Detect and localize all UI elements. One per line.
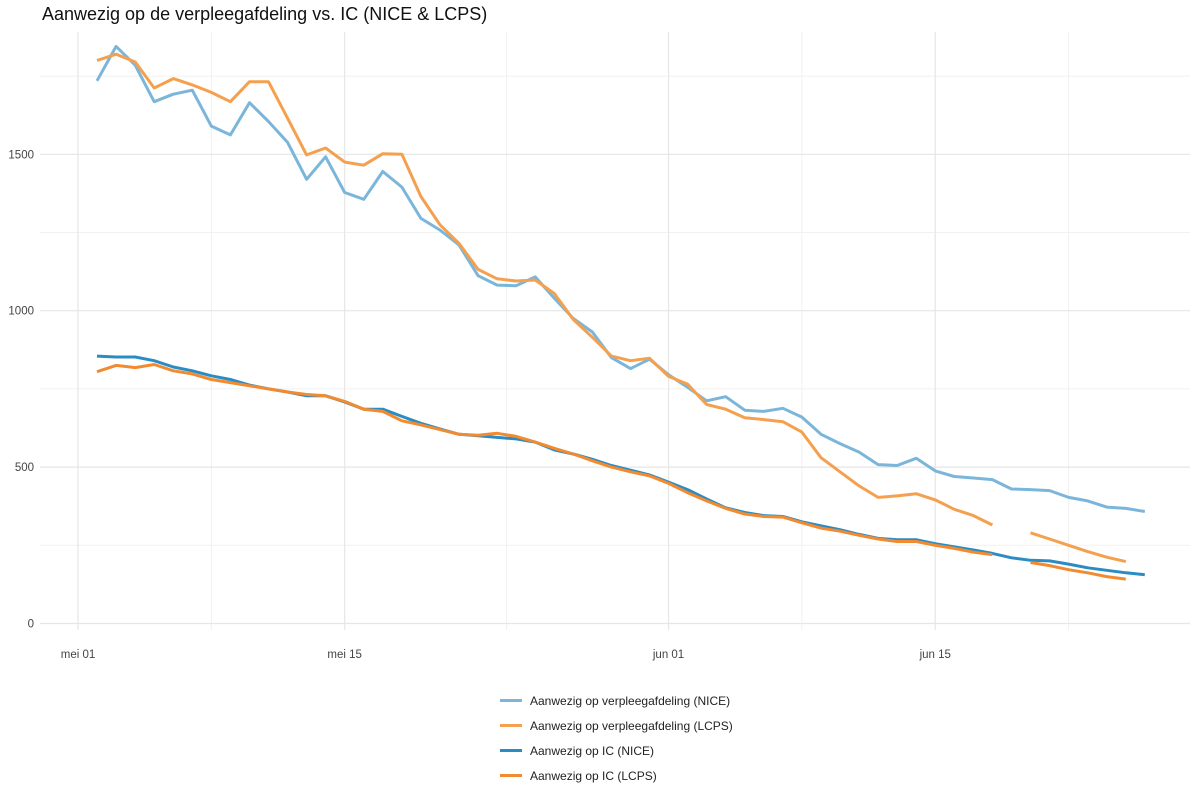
legend-item: Aanwezig op verpleegafdeling (LCPS) [500, 713, 733, 738]
y-tick-label: 0 [28, 619, 34, 631]
legend: Aanwezig op verpleegafdeling (NICE) Aanwe… [500, 688, 733, 788]
x-tick-label: jun 01 [652, 649, 684, 661]
legend-item: Aanwezig op IC (LCPS) [500, 763, 733, 788]
x-tick-label: mei 01 [61, 649, 96, 661]
grid-layer [40, 32, 1190, 630]
legend-swatch [500, 749, 522, 752]
series-line-segment [95, 44, 1146, 513]
series-line [95, 44, 1146, 513]
legend-label: Aanwezig op verpleegafdeling (NICE) [530, 693, 731, 708]
series-line-segment [96, 363, 993, 557]
y-tick-label: 500 [15, 462, 34, 474]
legend-swatch [500, 724, 522, 727]
series-layer [95, 44, 1146, 581]
legend-label: Aanwezig op verpleegafdeling (LCPS) [530, 718, 733, 733]
legend-label: Aanwezig op IC (NICE) [530, 743, 655, 758]
series-line-segment [1030, 561, 1126, 581]
series-line [96, 52, 1127, 564]
series-line-segment [1030, 531, 1127, 564]
legend-item: Aanwezig op IC (NICE) [500, 738, 733, 763]
y-tick-label: 1000 [8, 306, 34, 318]
legend-swatch [500, 774, 522, 777]
chart-title: Aanwezig op de verpleegafdeling vs. IC (… [42, 4, 488, 24]
x-tick-label: jun 15 [919, 649, 951, 661]
legend-label: Aanwezig op IC (LCPS) [530, 768, 657, 783]
series-line [96, 363, 1126, 581]
x-tick-label: mei 15 [327, 649, 362, 661]
legend-swatch [500, 699, 522, 702]
legend-item: Aanwezig op verpleegafdeling (NICE) [500, 688, 733, 713]
axis-labels: 0 500 1000 1500 mei 01 mei 15 jun 01 jun 15 [8, 149, 951, 661]
y-tick-label: 1500 [8, 149, 34, 161]
series-line-segment [96, 52, 994, 527]
